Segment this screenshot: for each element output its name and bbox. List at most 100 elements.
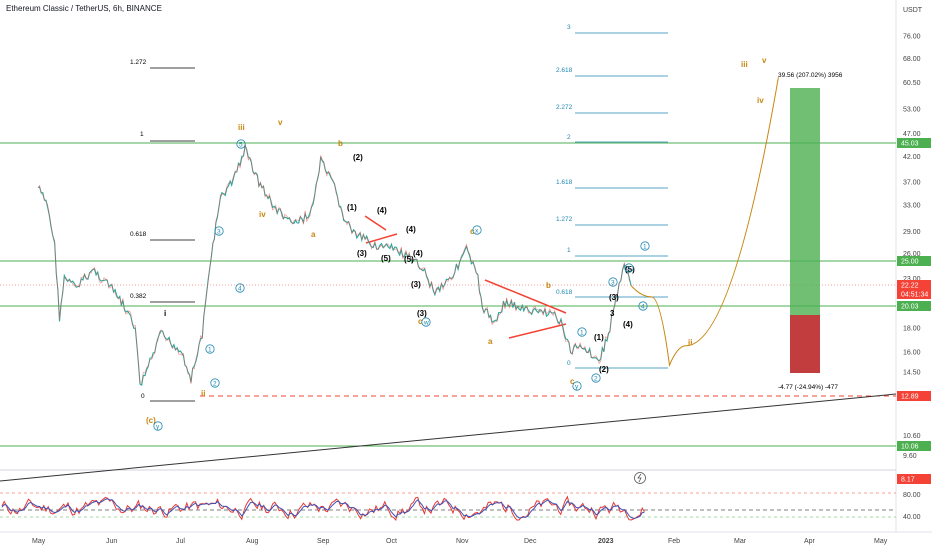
- price-tick: 29.00: [903, 229, 921, 236]
- wave-label-teal: 5: [239, 142, 243, 149]
- svg-text:(4): (4): [623, 320, 633, 329]
- svg-text:1.618: 1.618: [556, 179, 573, 186]
- svg-text:1.272: 1.272: [130, 59, 147, 66]
- price-badge: 45.03: [897, 138, 931, 148]
- currency-label: USDT: [903, 7, 923, 14]
- price-badge: 8.17: [897, 474, 931, 484]
- svg-text:(1): (1): [594, 333, 604, 342]
- svg-text:a: a: [311, 230, 316, 239]
- wave-label-teal: 1: [643, 244, 647, 251]
- wave-label-teal: y: [575, 384, 579, 391]
- price-tick: 26.00: [903, 251, 921, 258]
- time-tick: Aug: [246, 538, 259, 545]
- position-target-zone[interactable]: [790, 88, 820, 315]
- svg-text:b: b: [546, 281, 551, 290]
- time-tick: Apr: [804, 538, 816, 545]
- time-axis-ticks: May Jun Jul Aug Sep Oct Nov Dec 2023 Feb Mar Apr May: [32, 538, 888, 545]
- fib-extension-tool[interactable]: 3 2.618 2.272 2 1.618 1.272 1 0.618 0: [556, 24, 668, 369]
- price-tick: 33.00: [903, 203, 921, 210]
- svg-text:25.00: 25.00: [901, 259, 919, 266]
- svg-text:10.06: 10.06: [901, 444, 919, 451]
- svg-text:b: b: [338, 139, 343, 148]
- time-tick: May: [874, 538, 888, 545]
- svg-text:(4): (4): [406, 225, 416, 234]
- wave-label-teal: w: [423, 320, 429, 327]
- svg-text:iii: iii: [741, 60, 748, 69]
- price-tick: 23.00: [903, 276, 921, 283]
- svg-text:(5): (5): [404, 255, 414, 264]
- price-badge: 10.06: [897, 441, 931, 451]
- svg-text:a: a: [488, 337, 493, 346]
- wave-label-circle: [608, 277, 618, 287]
- wave-label-teal: 3: [611, 280, 615, 287]
- svg-text:1: 1: [567, 247, 571, 254]
- wave-label-teal: 4: [238, 286, 242, 293]
- alert-clock-icon[interactable]: [634, 472, 646, 484]
- price-badges: 45.03 25.00 22.22 04:51:34 20.03 12.89 10.06 8.…: [897, 138, 931, 484]
- projection-curve[interactable]: [630, 77, 779, 368]
- wave-label-teal: 2: [213, 381, 217, 388]
- svg-text:(1): (1): [347, 203, 357, 212]
- price-tick: 47.00: [903, 131, 921, 138]
- wave-label-teal: 2: [594, 376, 598, 383]
- position-stop-zone[interactable]: [790, 315, 820, 373]
- time-tick: 2023: [598, 538, 614, 545]
- svg-text:1.272: 1.272: [556, 216, 573, 223]
- svg-text:(3): (3): [411, 280, 421, 289]
- price-tick: 60.50: [903, 80, 921, 87]
- svg-text:0: 0: [567, 360, 571, 367]
- wave-label-circle: [638, 301, 648, 311]
- svg-text:(4): (4): [413, 249, 423, 258]
- svg-text:(3): (3): [357, 249, 367, 258]
- svg-text:(5): (5): [381, 254, 391, 263]
- price-tick: 9.60: [903, 453, 917, 460]
- svg-text:2.272: 2.272: [556, 104, 573, 111]
- svg-text:0.618: 0.618: [130, 231, 147, 238]
- svg-text:c: c: [470, 227, 475, 236]
- fib-retracement-tool[interactable]: 1.272 1 0.618 0.382 0: [130, 59, 195, 402]
- time-tick: Jun: [106, 538, 117, 545]
- price-line-overlay: [37, 143, 630, 384]
- price-tick: 18.00: [903, 326, 921, 333]
- svg-text:3: 3: [610, 309, 615, 318]
- oscillator-line-red[interactable]: [1, 495, 645, 522]
- svg-text:0.382: 0.382: [130, 293, 147, 300]
- wave-label-circle: [236, 139, 246, 149]
- svg-text:2.618: 2.618: [556, 67, 573, 74]
- price-badge: 12.89: [897, 391, 931, 401]
- wave-label-circle: [572, 381, 582, 391]
- wave-label-circle: [472, 225, 482, 235]
- svg-text:20.03: 20.03: [901, 304, 919, 311]
- price-line[interactable]: [37, 143, 632, 386]
- price-axis-ticks: 76.00 68.00 60.50 53.00 47.00 42.00 37.00 33.00…: [903, 34, 921, 461]
- price-badge: 04:51:34: [897, 289, 931, 299]
- chart-title: Ethereum Classic / TetherUS, 6h, BINANCE: [6, 4, 162, 13]
- time-tick: Feb: [668, 538, 680, 545]
- svg-text:8.17: 8.17: [901, 477, 915, 484]
- svg-text:12.89: 12.89: [901, 394, 919, 401]
- wave-labels-black: i (1) (2) (3) (4) (5) (3) (4) (5) (4) (3…: [164, 153, 635, 374]
- svg-text:3: 3: [567, 24, 571, 31]
- wave-label-teal: 1: [208, 347, 212, 354]
- wave-label-circle: [577, 327, 587, 337]
- wave-label-circle: [591, 373, 601, 383]
- wave-label-circle: [640, 241, 650, 251]
- pattern-drawings[interactable]: [364, 215, 567, 339]
- wave-label-circle: [235, 283, 245, 293]
- wave-label-teal: x: [475, 228, 479, 235]
- price-tick: 37.00: [903, 179, 921, 186]
- long-trendline[interactable]: [0, 393, 897, 482]
- time-tick: Mar: [734, 538, 747, 545]
- wave-label-circle: [624, 263, 634, 273]
- svg-text:(3): (3): [609, 293, 619, 302]
- svg-text:c: c: [418, 317, 423, 326]
- wave-label-circle: [205, 344, 215, 354]
- price-tick: 10.60: [903, 433, 921, 440]
- svg-text:(3): (3): [417, 309, 427, 318]
- svg-text:c: c: [570, 377, 575, 386]
- price-tick: 16.00: [903, 350, 921, 357]
- svg-text:i: i: [164, 309, 166, 318]
- oscillator-line-blue[interactable]: [1, 498, 645, 519]
- wave-label-circle: [153, 421, 163, 431]
